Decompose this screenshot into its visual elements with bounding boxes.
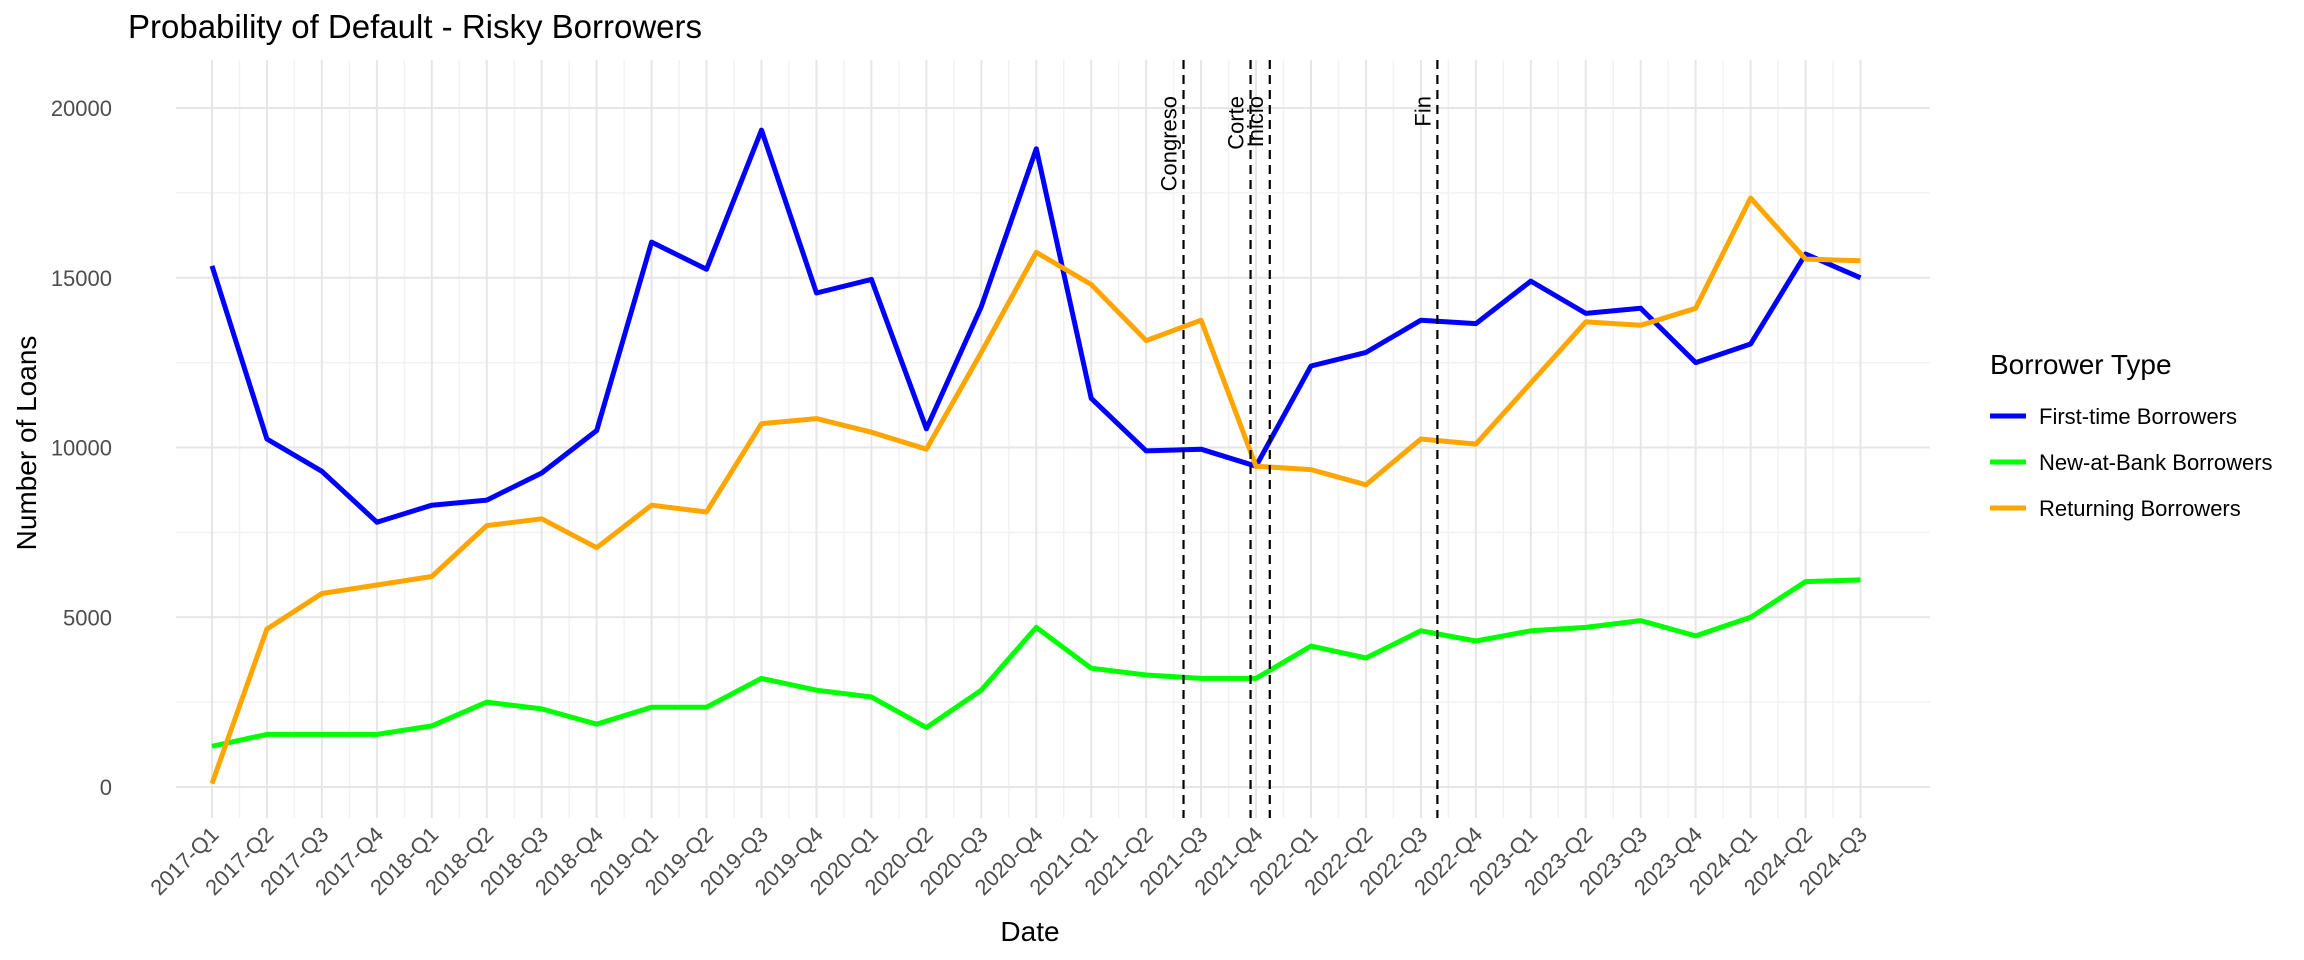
y-axis-ticks: 0 5000 10000 15000 20000: [51, 96, 112, 800]
x-axis-ticks: 2017-Q12017-Q22017-Q32017-Q42018-Q12018-…: [145, 822, 1872, 900]
y-axis-title: Number of Loans: [11, 336, 42, 551]
x-axis-title: Date: [1000, 916, 1059, 947]
series-lines: [209, 127, 1862, 785]
series-line-first-time-borrowers: [209, 127, 1862, 525]
series-line-new-at-bank-borrowers: [211, 577, 1861, 749]
legend-label: First-time Borrowers: [2039, 404, 2237, 429]
y-tick-label: 20000: [51, 96, 112, 121]
series-line-returning-borrowers: [209, 195, 1861, 785]
reference-line-label: Inicio: [1243, 96, 1268, 147]
legend-label: Returning Borrowers: [2039, 496, 2241, 521]
y-tick-label: 5000: [63, 605, 112, 630]
legend-label: New-at-Bank Borrowers: [2039, 450, 2273, 475]
y-tick-label: 0: [100, 775, 112, 800]
minor-grid: [176, 60, 1930, 818]
reference-line-label: Corte: [1224, 96, 1249, 150]
legend: Borrower Type First-time Borrowers New-at…: [1990, 349, 2273, 521]
major-grid: [176, 60, 1930, 818]
y-tick-label: 15000: [51, 266, 112, 291]
y-tick-label: 10000: [51, 436, 112, 461]
legend-title: Borrower Type: [1990, 349, 2172, 380]
reference-line-label: Fin: [1410, 96, 1435, 127]
reference-line-label: Congreso: [1157, 96, 1182, 191]
chart-title: Probability of Default - Risky Borrowers: [128, 8, 703, 45]
